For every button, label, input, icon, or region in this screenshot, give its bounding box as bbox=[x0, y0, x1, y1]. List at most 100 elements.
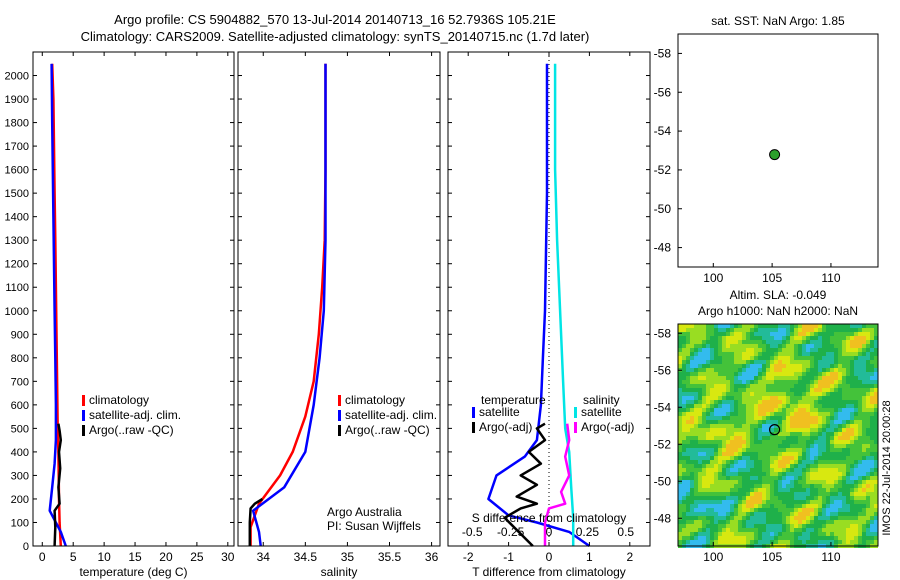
sla-cell bbox=[706, 496, 710, 500]
sla-cell bbox=[706, 440, 710, 444]
sla-cell bbox=[758, 452, 762, 456]
sla-cell bbox=[706, 532, 710, 536]
sla-cell bbox=[738, 352, 742, 356]
sla-cell bbox=[778, 480, 782, 484]
sla-cell bbox=[782, 400, 786, 404]
sla-cell bbox=[762, 432, 766, 436]
sla-cell bbox=[750, 424, 754, 428]
sla-cell bbox=[746, 356, 750, 360]
sla-cell bbox=[830, 448, 834, 452]
sla-cell bbox=[730, 336, 734, 340]
sla-cell bbox=[698, 368, 702, 372]
sla-cell bbox=[818, 524, 822, 528]
sla-cell bbox=[774, 408, 778, 412]
sst-map-xtick-label: 110 bbox=[821, 271, 840, 285]
sla-cell bbox=[862, 484, 866, 488]
sla-cell bbox=[782, 368, 786, 372]
sla-cell bbox=[862, 392, 866, 396]
sla-cell bbox=[854, 464, 858, 468]
sla-cell bbox=[858, 520, 862, 524]
sla-cell bbox=[746, 520, 750, 524]
sla-cell bbox=[770, 364, 774, 368]
sla-cell bbox=[782, 336, 786, 340]
sla-cell bbox=[810, 432, 814, 436]
sla-cell bbox=[786, 472, 790, 476]
sla-cell bbox=[842, 496, 846, 500]
sla-cell bbox=[750, 440, 754, 444]
sla-cell bbox=[770, 428, 774, 432]
sla-cell bbox=[786, 428, 790, 432]
sla-cell bbox=[814, 460, 818, 464]
sla-cell bbox=[846, 344, 850, 348]
sla-cell bbox=[834, 352, 838, 356]
salinity-series-climatology bbox=[249, 63, 327, 546]
sla-cell bbox=[786, 432, 790, 436]
sla-cell bbox=[798, 352, 802, 356]
sla-cell bbox=[770, 376, 774, 380]
sla-cell bbox=[834, 488, 838, 492]
sla-cell bbox=[874, 384, 878, 388]
sla-cell bbox=[802, 444, 806, 448]
sla-cell bbox=[710, 348, 714, 352]
sla-cell bbox=[710, 352, 714, 356]
sla-cell bbox=[814, 536, 818, 540]
sla-cell bbox=[734, 528, 738, 532]
sla-cell bbox=[698, 452, 702, 456]
sla-cell bbox=[698, 428, 702, 432]
sla-cell bbox=[726, 488, 730, 492]
sla-cell bbox=[686, 396, 690, 400]
sla-cell bbox=[866, 364, 870, 368]
sla-cell bbox=[850, 348, 854, 352]
sla-cell bbox=[742, 400, 746, 404]
sla-cell bbox=[838, 392, 842, 396]
sla-cell bbox=[854, 380, 858, 384]
sla-cell bbox=[790, 368, 794, 372]
sla-cell bbox=[710, 424, 714, 428]
sla-cell bbox=[770, 436, 774, 440]
sla-cell bbox=[782, 324, 786, 328]
sla-cell bbox=[806, 492, 810, 496]
sla-cell bbox=[826, 368, 830, 372]
sla-cell bbox=[826, 420, 830, 424]
sla-cell bbox=[718, 516, 722, 520]
salinity-series-argo-raw-qc- bbox=[248, 497, 264, 546]
sla-cell bbox=[718, 464, 722, 468]
sla-cell bbox=[794, 504, 798, 508]
sla-cell bbox=[858, 340, 862, 344]
sla-cell bbox=[778, 532, 782, 536]
sla-cell bbox=[790, 504, 794, 508]
sla-cell bbox=[718, 532, 722, 536]
sla-cell bbox=[818, 360, 822, 364]
sla-cell bbox=[794, 500, 798, 504]
sla-cell bbox=[734, 504, 738, 508]
sla-cell bbox=[750, 472, 754, 476]
sla-cell bbox=[722, 488, 726, 492]
sla-cell bbox=[866, 520, 870, 524]
sla-cell bbox=[866, 376, 870, 380]
sla-cell bbox=[762, 448, 766, 452]
sla-cell bbox=[766, 476, 770, 480]
sla-cell bbox=[762, 364, 766, 368]
sla-cell bbox=[682, 348, 686, 352]
sla-cell bbox=[818, 520, 822, 524]
sla-cell bbox=[714, 324, 718, 328]
sla-cell bbox=[734, 336, 738, 340]
sla-cell bbox=[730, 444, 734, 448]
sla-cell bbox=[690, 508, 694, 512]
sla-cell bbox=[874, 520, 878, 524]
sla-cell bbox=[862, 376, 866, 380]
sla-cell bbox=[782, 416, 786, 420]
sla-cell bbox=[862, 364, 866, 368]
sla-cell bbox=[802, 344, 806, 348]
sla-cell bbox=[850, 420, 854, 424]
sla-cell bbox=[722, 424, 726, 428]
sla-cell bbox=[778, 448, 782, 452]
sla-cell bbox=[842, 452, 846, 456]
sla-cell bbox=[846, 328, 850, 332]
sla-cell bbox=[838, 532, 842, 536]
sla-cell bbox=[682, 324, 686, 328]
sla-cell bbox=[702, 380, 706, 384]
sla-cell bbox=[718, 448, 722, 452]
sla-cell bbox=[842, 476, 846, 480]
sla-cell bbox=[698, 472, 702, 476]
